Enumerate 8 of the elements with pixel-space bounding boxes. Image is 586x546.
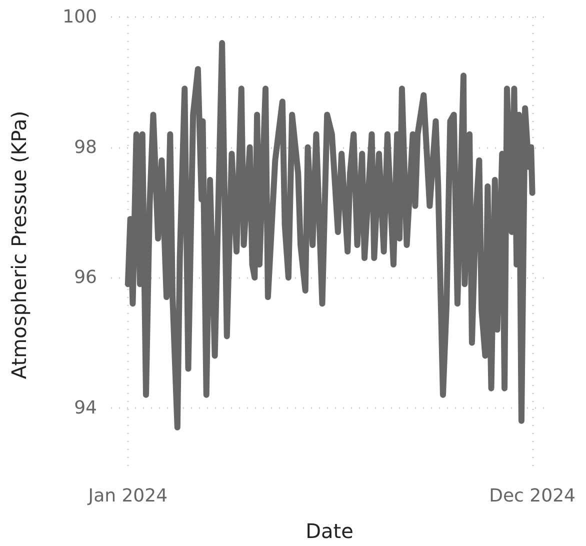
y-tick-label: 100 <box>62 6 97 28</box>
x-axis-title: Date <box>306 519 354 543</box>
y-tick-label: 94 <box>74 397 97 418</box>
x-tick-label: Jan 2024 <box>87 486 168 506</box>
y-axis-title: Atmospheric Pressue (KPa) <box>7 110 31 380</box>
x-tick-label: Dec 2024 <box>489 486 576 506</box>
y-tick-label: 96 <box>74 267 97 288</box>
y-tick-label: 98 <box>74 136 97 158</box>
